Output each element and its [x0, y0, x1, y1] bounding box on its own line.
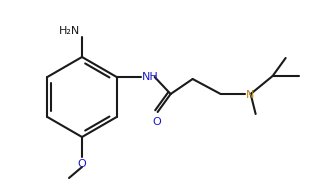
Text: O: O [152, 117, 161, 127]
Text: O: O [78, 159, 86, 169]
Text: H₂N: H₂N [59, 26, 80, 36]
Text: N: N [246, 89, 254, 100]
Text: NH: NH [141, 72, 158, 82]
